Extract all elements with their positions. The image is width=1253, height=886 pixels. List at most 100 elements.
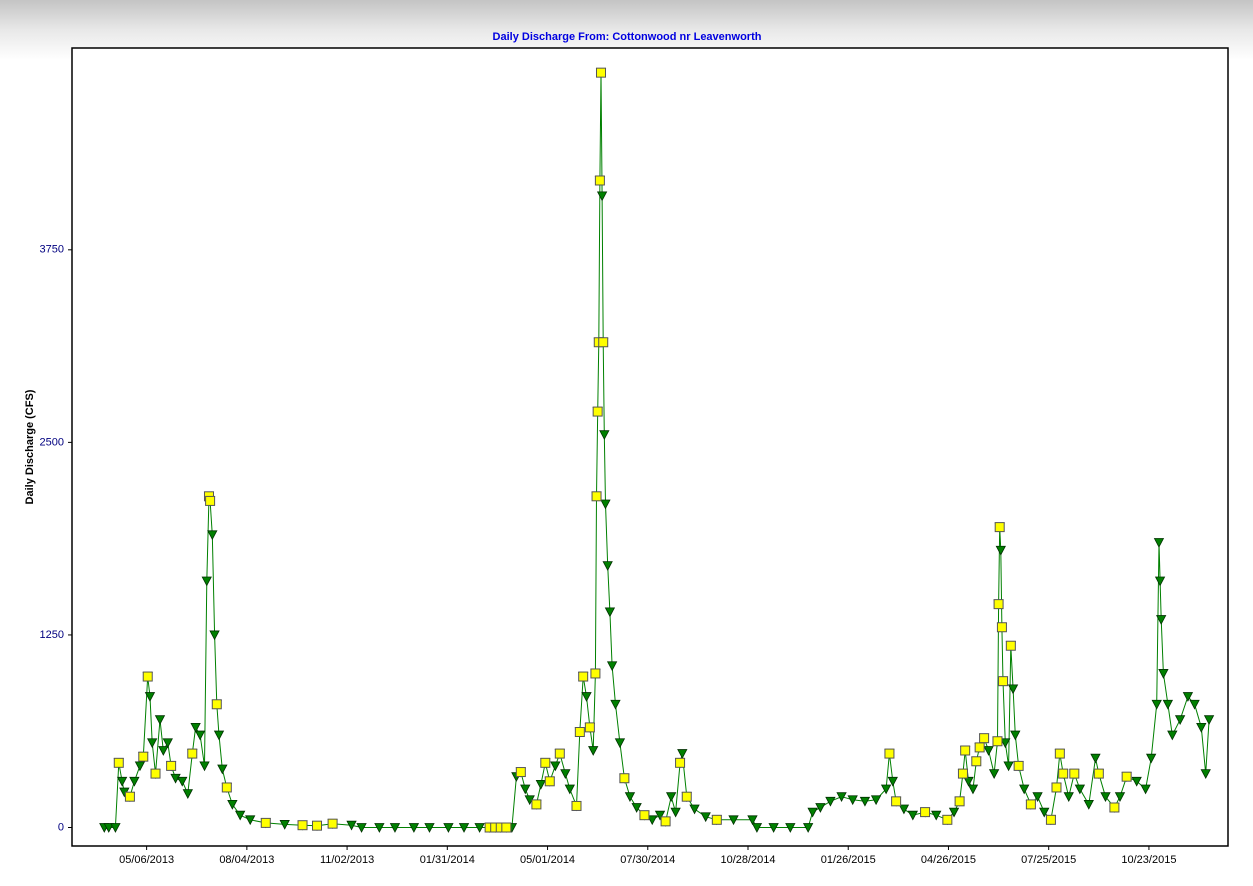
triangle-marker xyxy=(1000,738,1011,749)
triangle-marker xyxy=(235,810,246,821)
triangle-marker xyxy=(1063,792,1074,803)
triangle-marker xyxy=(1151,699,1162,710)
triangle-marker xyxy=(880,784,892,795)
triangle-marker xyxy=(177,776,188,787)
triangle-marker xyxy=(728,815,739,826)
square-marker xyxy=(1109,802,1120,813)
square-marker xyxy=(954,796,965,807)
triangle-marker xyxy=(245,815,256,826)
triangle-marker xyxy=(624,792,636,803)
square-marker xyxy=(205,495,216,506)
square-marker xyxy=(1093,768,1104,779)
square-marker xyxy=(619,773,630,784)
square-marker xyxy=(515,767,526,778)
triangle-marker xyxy=(581,692,592,702)
triangle-marker xyxy=(1162,699,1174,710)
triangle-marker xyxy=(859,796,871,807)
triangle-marker xyxy=(1174,715,1186,726)
triangle-marker xyxy=(1153,538,1165,548)
square-marker xyxy=(681,791,692,802)
square-marker xyxy=(574,727,585,737)
triangle-marker xyxy=(1140,784,1151,795)
x-tick-label: 10/23/2015 xyxy=(1121,854,1176,866)
square-marker xyxy=(571,800,582,811)
triangle-marker xyxy=(474,823,485,833)
triangle-marker xyxy=(836,792,847,803)
x-tick-label: 05/01/2014 xyxy=(520,854,575,866)
triangle-marker xyxy=(227,800,238,810)
triangle-marker xyxy=(374,823,385,833)
triangle-marker xyxy=(134,761,146,772)
triangle-marker xyxy=(103,823,114,833)
square-marker xyxy=(540,757,551,768)
triangle-marker xyxy=(610,699,621,710)
triangle-marker xyxy=(1019,784,1030,795)
triangle-marker xyxy=(199,761,210,772)
square-marker xyxy=(711,814,722,825)
triangle-marker xyxy=(1154,576,1166,587)
triangle-marker xyxy=(1010,730,1021,741)
triangle-marker xyxy=(983,746,994,756)
square-marker xyxy=(979,733,990,744)
square-marker xyxy=(994,522,1005,533)
triangle-marker xyxy=(967,784,979,795)
triangle-marker xyxy=(588,746,599,756)
square-marker xyxy=(960,745,971,756)
square-marker xyxy=(1054,748,1065,759)
x-tick-label: 05/06/2013 xyxy=(119,854,174,866)
triangle-marker xyxy=(154,715,166,726)
square-marker xyxy=(1051,782,1062,793)
triangle-marker xyxy=(599,430,610,441)
triangle-marker xyxy=(751,823,763,833)
triangle-marker xyxy=(825,796,836,807)
square-marker xyxy=(327,818,338,829)
triangle-marker xyxy=(207,530,218,541)
square-marker xyxy=(544,776,555,787)
triangle-marker xyxy=(1090,753,1101,764)
chart-title: Daily Discharge From: Cottonwood nr Leav… xyxy=(493,31,762,43)
triangle-marker xyxy=(110,823,121,833)
triangle-marker xyxy=(1003,761,1014,772)
square-marker xyxy=(1121,771,1132,782)
square-marker xyxy=(1045,814,1056,825)
triangle-marker xyxy=(213,730,225,741)
triangle-marker xyxy=(162,738,173,749)
x-tick-label: 01/26/2015 xyxy=(821,854,876,866)
square-marker xyxy=(639,810,650,821)
triangle-marker xyxy=(1182,692,1194,702)
square-marker xyxy=(594,175,605,186)
y-tick-label: 1250 xyxy=(40,629,64,641)
triangle-marker xyxy=(596,191,608,202)
square-marker xyxy=(595,67,606,78)
triangle-marker xyxy=(606,661,618,672)
square-marker xyxy=(957,768,968,779)
triangle-marker xyxy=(614,738,626,749)
triangle-marker xyxy=(564,784,575,795)
triangle-marker xyxy=(768,823,779,833)
triangle-marker xyxy=(458,823,470,833)
x-tick-label: 07/25/2015 xyxy=(1021,854,1076,866)
x-tick-label: 10/28/2014 xyxy=(720,854,775,866)
square-marker xyxy=(993,599,1004,610)
triangle-marker xyxy=(116,776,128,787)
square-marker xyxy=(942,814,953,825)
square-marker xyxy=(884,748,895,759)
triangle-marker xyxy=(170,773,181,784)
triangle-marker xyxy=(654,810,666,821)
triangle-marker xyxy=(129,776,140,787)
triangle-marker xyxy=(747,815,758,826)
square-marker xyxy=(660,816,671,827)
triangle-marker xyxy=(535,779,547,790)
square-marker xyxy=(590,668,601,679)
triangle-marker xyxy=(802,823,814,833)
triangle-marker xyxy=(158,746,169,756)
triangle-marker xyxy=(602,561,613,571)
square-marker xyxy=(891,796,902,807)
square-marker xyxy=(221,782,232,793)
triangle-marker xyxy=(988,769,1000,779)
square-marker xyxy=(1013,760,1024,771)
triangle-marker xyxy=(665,792,677,803)
triangle-marker xyxy=(190,722,201,733)
